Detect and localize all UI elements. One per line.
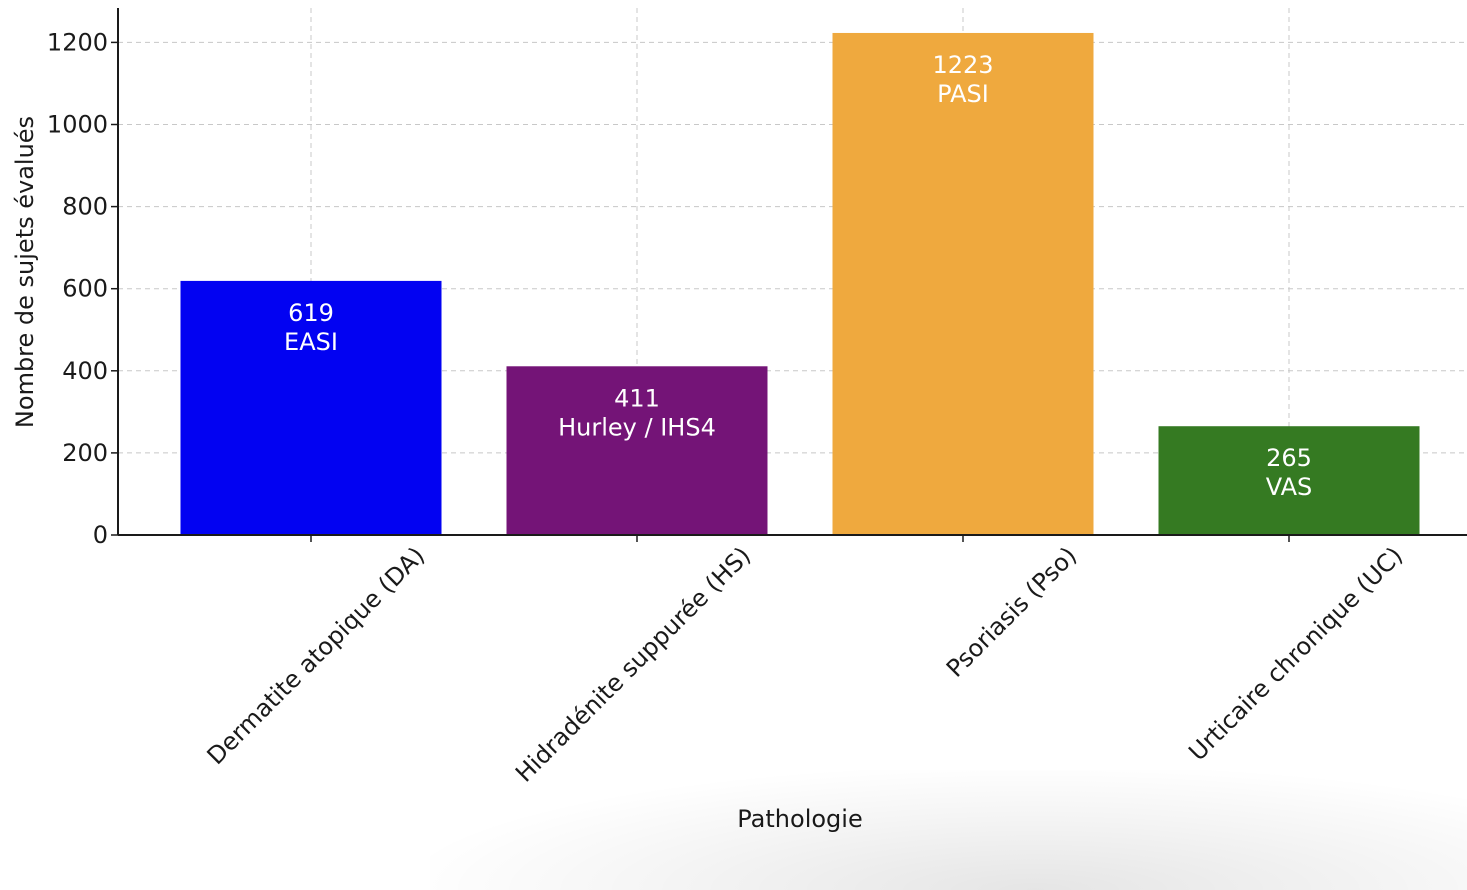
bar-value-label: 619 <box>288 299 334 327</box>
bar-score-label: Hurley / IHS4 <box>558 413 716 441</box>
bar-score-label: VAS <box>1266 473 1313 501</box>
bar-score-label: EASI <box>284 328 338 356</box>
y-tick-label: 1000 <box>47 111 108 139</box>
bar-score-label: PASI <box>937 80 989 108</box>
bar <box>506 366 768 535</box>
bar <box>1158 426 1420 535</box>
y-tick-label: 800 <box>62 193 108 221</box>
y-tick-label: 200 <box>62 439 108 467</box>
y-tick-label: 600 <box>62 275 108 303</box>
y-axis-label: Nombre de sujets évalués <box>11 116 39 428</box>
bars <box>180 32 1420 536</box>
axes <box>111 8 1467 542</box>
x-tick-label: Hidradénite suppurée (HS) <box>510 541 756 787</box>
bar-value-label: 411 <box>614 384 660 412</box>
x-tick-label: Psoriasis (Pso) <box>941 541 1082 682</box>
y-tick-labels: 0 200 400 600 800 1000 1200 <box>47 28 108 549</box>
x-tick-label: Urticaire chronique (UC) <box>1183 541 1408 766</box>
y-tick-label: 0 <box>93 521 108 549</box>
bar <box>832 32 1094 536</box>
y-tick-label: 1200 <box>47 28 108 56</box>
x-tick-labels: Dermatite atopique (DA) Hidradénite suppu… <box>202 541 1409 787</box>
bar-value-label: 265 <box>1266 444 1312 472</box>
bar-value-label: 1223 <box>932 51 993 79</box>
x-axis-label: Pathologie <box>737 805 862 833</box>
y-tick-label: 400 <box>62 357 108 385</box>
x-tick-label: Dermatite atopique (DA) <box>202 541 431 770</box>
bar <box>180 280 442 535</box>
